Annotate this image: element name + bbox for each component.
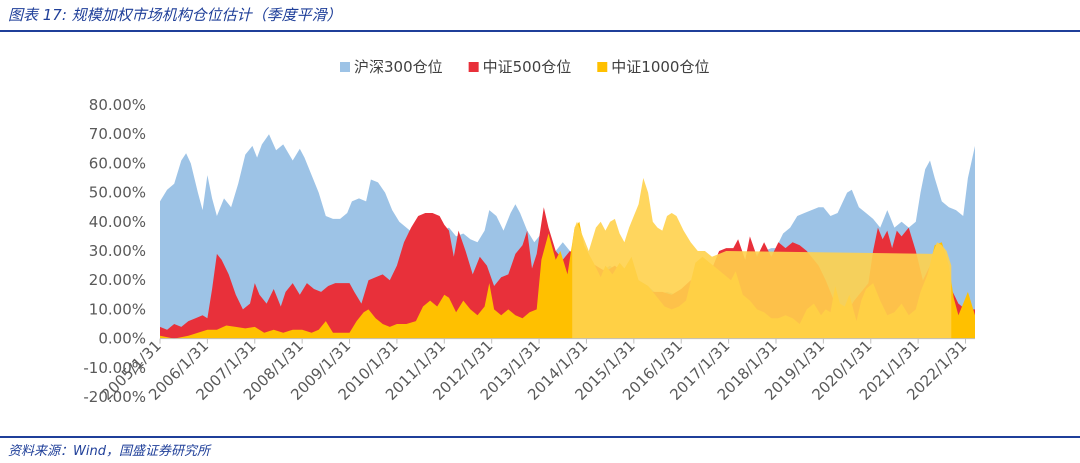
- source-rule: [0, 436, 1080, 438]
- y-tick-label: 30.00%: [89, 242, 146, 260]
- y-tick-label: -20.00%: [83, 388, 146, 406]
- legend-swatch: [597, 62, 608, 72]
- y-tick-label: 40.00%: [89, 213, 146, 231]
- area-series-group: [160, 134, 975, 339]
- area-series-4: [572, 178, 952, 339]
- legend-label: 中证500仓位: [483, 58, 572, 76]
- y-tick-label: 20.00%: [89, 271, 146, 289]
- area-chart: 沪深300仓位 中证500仓位 中证1000仓位 -20.00% -10.00% 0.0…: [83, 58, 975, 406]
- y-tick-label: -10.00%: [83, 359, 146, 377]
- legend-swatch: [468, 62, 479, 72]
- y-tick-label: 0.00%: [98, 330, 146, 348]
- y-tick-label: 60.00%: [89, 154, 146, 172]
- figure-title: 图表 17: 规模加权市场机构仓位估计（季度平滑）: [8, 6, 342, 24]
- legend-swatch: [340, 62, 350, 72]
- chart-legend: 沪深300仓位 中证500仓位 中证1000仓位: [340, 58, 709, 76]
- title-rule: [0, 30, 1080, 32]
- y-tick-label: 80.00%: [89, 96, 146, 114]
- y-tick-label: 50.00%: [89, 184, 146, 202]
- legend-label: 中证1000仓位: [611, 58, 709, 76]
- area-series-3: [160, 221, 975, 339]
- source-note: 资料来源：Wind，国盛证券研究所: [8, 444, 210, 459]
- y-tick-label: 10.00%: [89, 300, 146, 318]
- y-tick-label: 70.00%: [89, 125, 146, 143]
- legend-label: 沪深300仓位: [354, 58, 443, 76]
